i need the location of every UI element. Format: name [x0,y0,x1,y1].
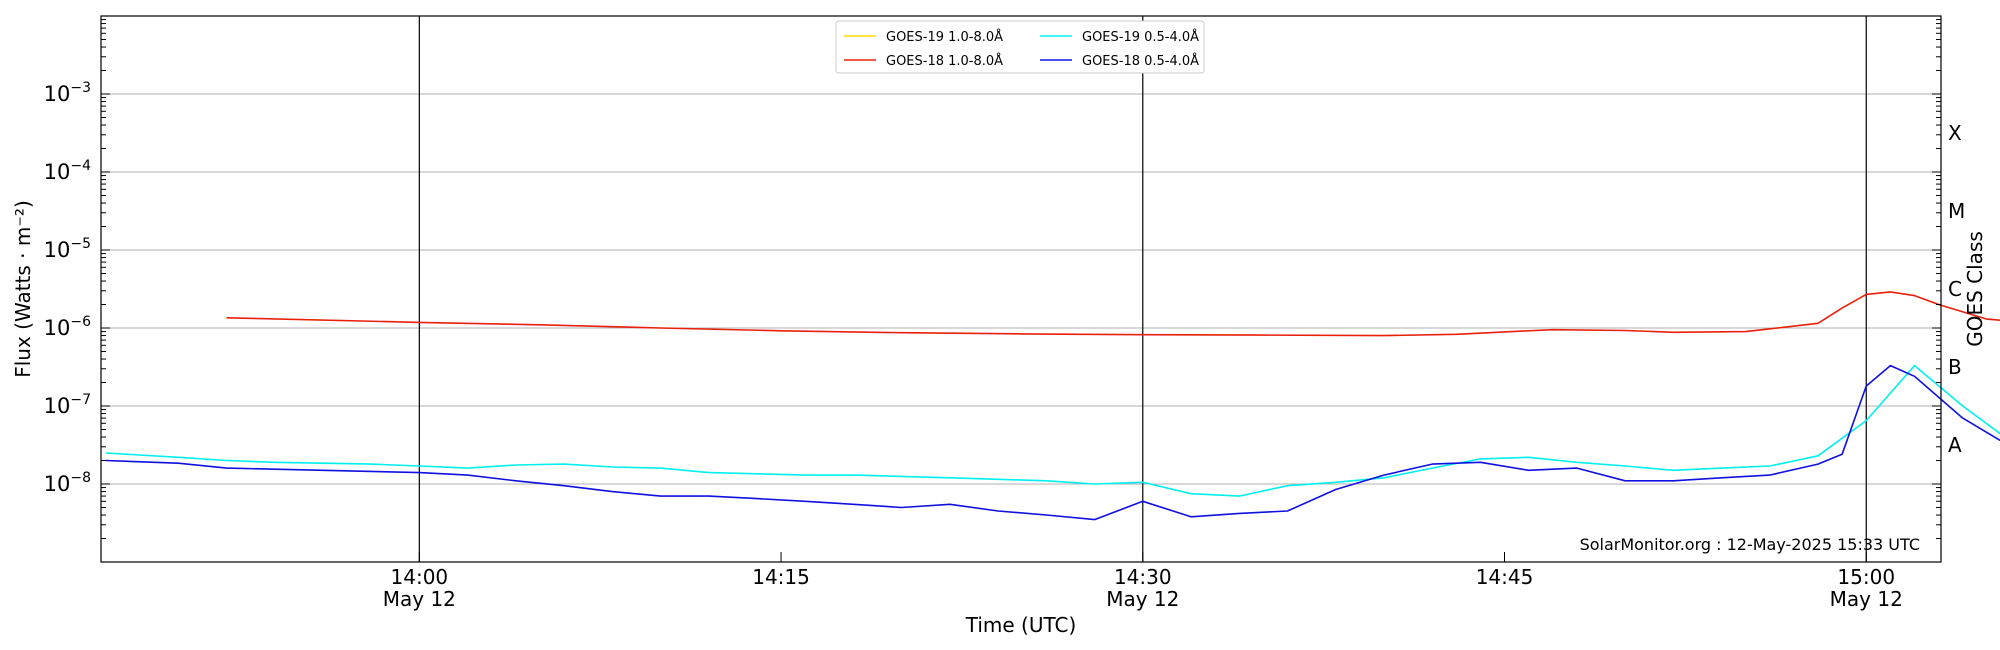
solarmonitor-annotation: SolarMonitor.org : 12-May-2025 15:33 UTC [1580,535,1920,554]
goes-class-label: B [1948,355,1962,379]
legend-label: GOES-19 1.0-8.0Å [886,29,1003,45]
y-axis-label: Flux (Watts · m⁻²) [11,200,35,378]
tick-layer [101,19,1941,563]
x-tick-label: 14:45 [1476,565,1534,589]
plot-frame [100,15,1942,563]
y-tick-label: 10−3 [44,80,91,106]
y-tick-label: 10−8 [44,470,91,496]
legend-box [835,20,1205,74]
series-layer [105,291,2000,521]
x-tick-date-label: May 12 [1106,587,1179,611]
x-tick-label: 14:15 [752,565,810,589]
x-tick-date-label: May 12 [1830,587,1903,611]
goes-class-label: A [1948,433,1962,457]
legend-label: GOES-18 1.0-8.0Å [886,53,1003,69]
series-line-1 [226,291,2000,337]
y-tick-labels: 10−8 10−7 10−6 10−5 10−4 10−3 [44,80,91,496]
y-tick-label: 10−4 [44,158,91,184]
grid-layer [101,93,1941,485]
goes-class-axis-label: GOES Class [1963,231,1987,347]
x-tick-label: 14:30 [1114,565,1172,589]
legend-label: GOES-18 0.5-4.0Å [1082,53,1199,69]
x-tick-label: 15:00 [1837,565,1895,589]
x-axis-label: Time (UTC) [965,613,1077,637]
goes-class-label: M [1948,199,1965,223]
series-line-2 [105,364,2000,497]
x-tick-date-label: May 12 [383,587,456,611]
y-tick-label: 10−5 [44,236,91,262]
y-tick-label: 10−6 [44,314,91,340]
x-tick-label: 14:00 [391,565,449,589]
legend-label: GOES-19 0.5-4.0Å [1082,29,1199,45]
series-line-3 [105,364,2000,521]
y-tick-label: 10−7 [44,392,91,418]
goes-class-label: C [1948,277,1962,301]
goes-class-labels: A B C M X [1948,121,1965,457]
legend: GOES-19 1.0-8.0Å GOES-18 1.0-8.0Å GOES-19 … [835,20,1205,74]
day-lines [418,16,1867,562]
goes-class-label: X [1948,121,1962,145]
